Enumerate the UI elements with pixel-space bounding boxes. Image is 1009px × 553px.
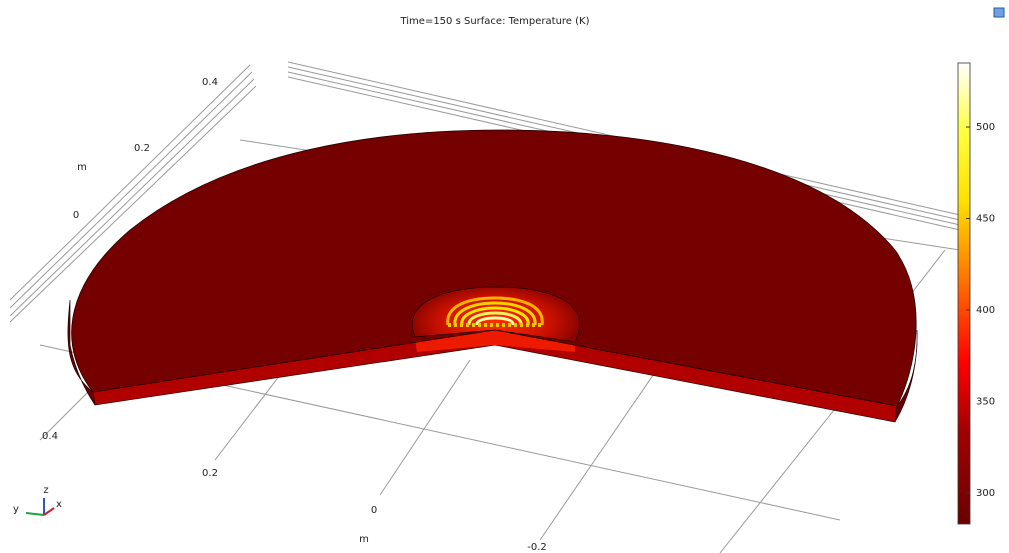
geometry xyxy=(68,130,917,422)
triad-label: y xyxy=(13,504,19,515)
toolbar-icon[interactable] xyxy=(994,8,1004,17)
tick-label: 0.2 xyxy=(134,143,150,154)
colorbar xyxy=(958,63,970,524)
tick-label: 0 xyxy=(371,505,377,516)
colorbar-tick-label: 400 xyxy=(976,305,995,316)
tick-label: 0.4 xyxy=(42,431,58,442)
tick-label: -0.2 xyxy=(527,542,547,553)
axis-unit: m xyxy=(359,534,369,545)
tick-label: 0 xyxy=(73,210,79,221)
axis-unit: m xyxy=(77,162,87,173)
plot-title: Time=150 s Surface: Temperature (K) xyxy=(399,16,589,27)
tick-label: 0.2 xyxy=(202,468,218,479)
axis-triad: z y x xyxy=(13,485,62,515)
top-face xyxy=(72,130,917,406)
triad-label: z xyxy=(43,485,48,496)
tick-label: 0.4 xyxy=(202,77,218,88)
plot-view: Time=150 s Surface: Temperature (K) 0.4 … xyxy=(0,0,1009,553)
colorbar-tick-label: 500 xyxy=(976,122,995,133)
colorbar-tick-label: 450 xyxy=(976,213,995,224)
colorbar-tick-label: 350 xyxy=(976,396,995,407)
colorbar-tick-label: 300 xyxy=(976,488,995,499)
triad-label: x xyxy=(56,499,62,510)
